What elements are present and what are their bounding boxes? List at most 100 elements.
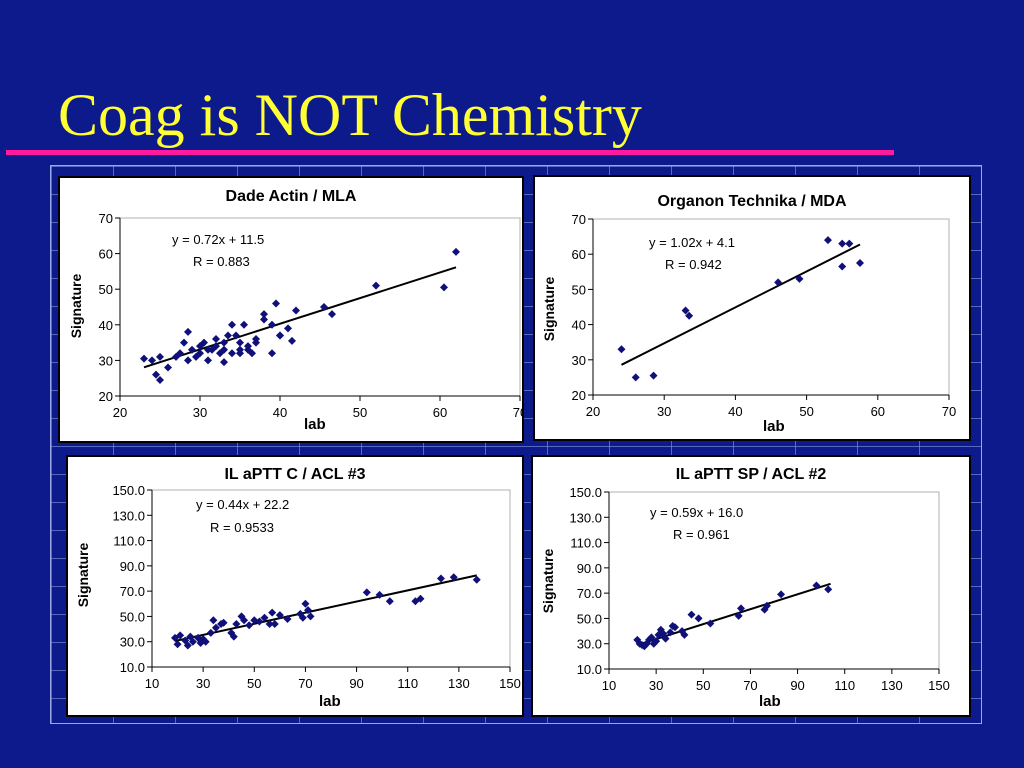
trendline-equation: y = 0.59x + 16.0	[650, 505, 744, 520]
data-point	[824, 585, 833, 594]
x-tick-label: 70	[513, 405, 522, 420]
data-point	[734, 611, 743, 620]
data-point	[654, 630, 663, 639]
data-point	[671, 623, 679, 632]
data-point	[661, 634, 670, 643]
data-point	[206, 628, 215, 637]
data-point	[298, 613, 307, 622]
data-point	[173, 640, 182, 649]
data-point	[375, 590, 384, 599]
data-point	[228, 349, 236, 358]
data-point	[209, 616, 218, 625]
data-point	[268, 320, 276, 329]
x-tick-label: 30	[193, 405, 207, 420]
data-point	[737, 604, 745, 613]
data-point	[229, 632, 238, 641]
data-point	[306, 612, 315, 621]
data-point	[212, 342, 220, 351]
data-point	[647, 633, 656, 642]
data-point	[452, 247, 460, 256]
y-tick-label: 30	[99, 353, 113, 368]
scatter-plot: 20 30 40 50 60 70 20 30 40 50 60 70	[99, 211, 522, 420]
y-tick-label: 20	[572, 388, 586, 403]
x-tick-label: 30	[657, 404, 671, 419]
x-tick-label: 110	[834, 678, 855, 693]
x-tick-label: 50	[696, 678, 710, 693]
data-point	[156, 375, 164, 384]
data-point	[244, 342, 252, 351]
data-point	[176, 631, 185, 640]
y-tick-label: 90.0	[577, 561, 602, 576]
y-tick-label: 50.0	[577, 611, 602, 626]
data-point	[180, 338, 188, 347]
x-tick-label: 70	[298, 676, 312, 691]
data-point	[240, 616, 249, 625]
data-point	[236, 349, 244, 358]
data-point	[617, 345, 626, 354]
data-point	[268, 349, 276, 358]
data-point	[183, 641, 192, 650]
data-point	[232, 331, 240, 340]
data-point	[220, 345, 228, 354]
data-point	[685, 311, 694, 320]
y-tick-label: 30	[572, 353, 586, 368]
data-point	[838, 262, 847, 271]
data-point	[416, 594, 425, 603]
x-tick-label: 150	[928, 678, 950, 693]
x-tick-label: 20	[113, 405, 127, 420]
data-point	[856, 259, 864, 267]
data-point	[680, 630, 689, 639]
correlation-label: R = 0.883	[193, 254, 250, 269]
y-tick-label: 60	[99, 247, 113, 262]
trendline	[174, 574, 477, 642]
data-point	[152, 370, 160, 379]
chart-il-aptt-c-acl3: IL aPTT C / ACL #3 y = 0.44x + 22.2 R = …	[66, 455, 524, 717]
trendline-equation: y = 1.02x + 4.1	[649, 235, 736, 250]
data-point	[812, 581, 821, 590]
chart-title: IL aPTT C / ACL #3	[224, 466, 366, 483]
data-point	[176, 349, 184, 358]
data-point	[385, 597, 394, 606]
data-point	[838, 239, 847, 248]
chart-title: Dade Actin / MLA	[225, 188, 357, 205]
data-point	[252, 335, 260, 344]
data-point	[140, 354, 148, 363]
correlation-label: R = 0.9533	[210, 520, 274, 535]
data-point	[795, 274, 804, 283]
y-tick-label: 50.0	[120, 609, 145, 624]
trendline-equation: y = 0.72x + 11.5	[172, 232, 265, 247]
data-point	[186, 632, 195, 641]
x-tick-label: 30	[196, 676, 210, 691]
y-tick-label: 20	[99, 389, 113, 404]
y-tick-label: 10.0	[120, 660, 145, 675]
data-point	[436, 574, 445, 583]
data-point	[687, 610, 696, 619]
data-point	[148, 356, 156, 365]
data-point	[845, 239, 854, 248]
data-point	[188, 345, 196, 354]
x-tick-label: 70	[942, 404, 956, 419]
chart-dade-actin-mla: Dade Actin / MLA y = 0.72x + 11.5 R = 0.…	[58, 176, 524, 443]
x-tick-label: 10	[602, 678, 616, 693]
y-tick-label: 70.0	[577, 586, 602, 601]
data-point	[823, 236, 832, 245]
data-point	[283, 614, 292, 623]
data-point	[265, 620, 274, 629]
y-tick-label: 90.0	[120, 559, 145, 574]
data-point	[164, 363, 172, 372]
data-point	[666, 628, 675, 637]
x-axis-label: lab	[759, 693, 781, 710]
data-point	[181, 636, 190, 645]
scatter-plot: 10 30 50 70 90 110 130 150 10.0 30.0 50.0 70.0 90.0 1…	[112, 483, 520, 691]
x-tick-label: 50	[247, 676, 261, 691]
data-point	[296, 609, 305, 618]
x-tick-label: 130	[448, 676, 470, 691]
data-point	[777, 590, 786, 599]
y-tick-label: 40	[99, 318, 113, 333]
data-point	[320, 303, 328, 311]
correlation-label: R = 0.961	[673, 527, 730, 542]
data-point	[694, 614, 703, 623]
data-point	[303, 606, 312, 615]
trendline	[143, 266, 457, 369]
trendline	[621, 243, 861, 366]
